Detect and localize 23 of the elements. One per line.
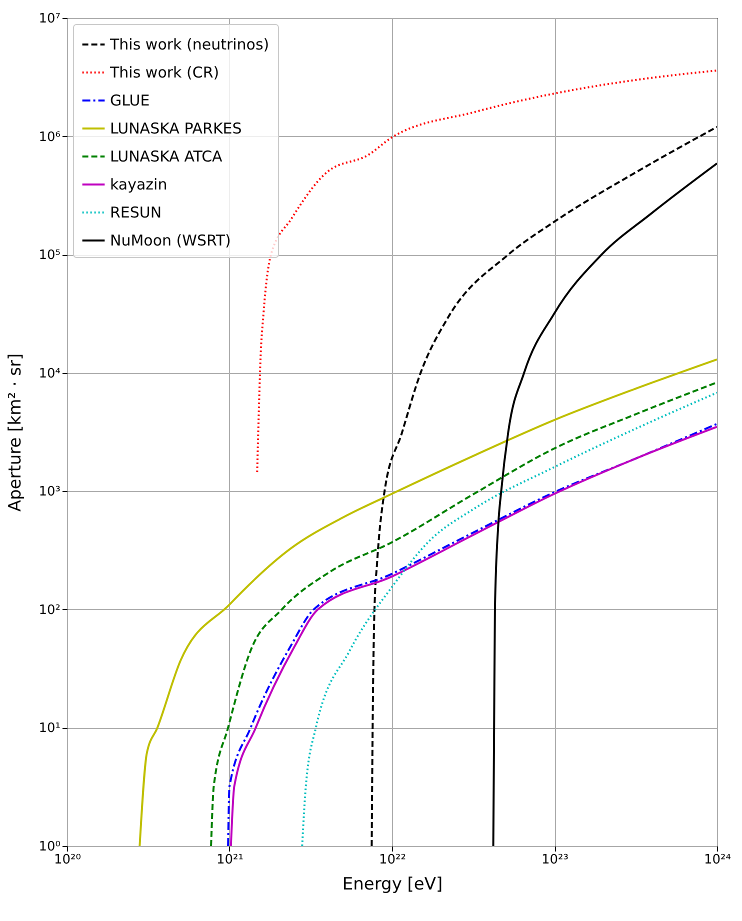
y-tick-label: 10⁷ bbox=[38, 12, 60, 26]
x-tick-label: 10²⁰ bbox=[54, 852, 81, 868]
y-tick-label: 10² bbox=[38, 602, 60, 618]
y-tick-label: 10⁴ bbox=[38, 366, 60, 382]
legend-label: LUNASKA ATCA bbox=[110, 148, 224, 166]
x-tick-label: 10²⁴ bbox=[704, 852, 731, 868]
legend-label: GLUE bbox=[110, 92, 150, 110]
x-tick-label: 10²² bbox=[379, 852, 406, 868]
y-axis-title: Aperture [km² · sr] bbox=[6, 353, 26, 512]
y-tick-label: 10⁵ bbox=[38, 248, 60, 264]
x-axis-title: Energy [eV] bbox=[342, 874, 443, 894]
legend-label: RESUN bbox=[110, 204, 162, 222]
y-tick-label: 10⁰ bbox=[38, 840, 60, 854]
x-tick-label: 10²¹ bbox=[216, 852, 244, 868]
legend-label: This work (neutrinos) bbox=[109, 36, 270, 54]
legend-label: This work (CR) bbox=[109, 64, 220, 82]
x-tick-label: 10²³ bbox=[542, 852, 568, 868]
legend-label: kayazin bbox=[110, 176, 168, 194]
legend-label: NuMoon (WSRT) bbox=[110, 232, 231, 250]
y-tick-label: 10³ bbox=[38, 484, 60, 500]
legend-label: LUNASKA PARKES bbox=[110, 120, 242, 138]
y-tick-label: 10⁶ bbox=[38, 130, 60, 145]
y-tick-label: 10¹ bbox=[38, 721, 60, 736]
